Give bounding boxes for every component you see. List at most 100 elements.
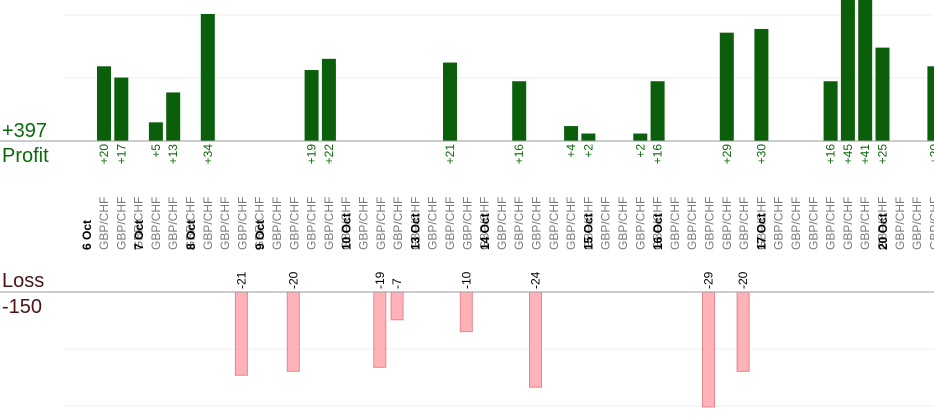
profit-bar bbox=[512, 81, 527, 141]
loss-value-label: -20 bbox=[286, 271, 300, 289]
profit-bar bbox=[858, 0, 873, 141]
date-tick-label: 6 Oct bbox=[80, 220, 94, 250]
date-tick-label: 20 Oct bbox=[876, 213, 890, 250]
profit-bar bbox=[840, 0, 855, 141]
profit-value-label: +41 bbox=[858, 144, 872, 165]
bar-labels: +20 +17 +5 +13 +34-21 -20+19 +22-19 -7+21-10+16… bbox=[97, 144, 934, 289]
profit-value-label: +16 bbox=[512, 144, 526, 165]
pair-tick-label: GBP/CHF bbox=[668, 197, 682, 250]
pair-tick-label: GBP/CHF bbox=[408, 197, 422, 250]
profit-bar bbox=[581, 133, 596, 141]
total-loss-value: -150 bbox=[2, 296, 42, 318]
bars bbox=[97, 0, 934, 408]
profit-value-label: +17 bbox=[114, 144, 128, 165]
pair-tick-label: GBP/CHF bbox=[841, 197, 855, 250]
pair-tick-label: GBP/CHF bbox=[824, 197, 838, 250]
loss-value-label: -21 bbox=[234, 271, 248, 289]
profit-bar bbox=[875, 47, 890, 141]
pair-tick-label: GBP/CHF bbox=[789, 197, 803, 250]
pair-tick-label: GBP/CHF bbox=[357, 197, 371, 250]
pair-tick-label: GBP/CHF bbox=[737, 197, 751, 250]
pair-tick-label: GBP/CHF bbox=[426, 197, 440, 250]
pair-tick-label: GBP/CHF bbox=[806, 197, 820, 250]
profit-label: Profit bbox=[2, 145, 49, 167]
pair-tick-label: GBP/CHF bbox=[478, 197, 492, 250]
profit-bar bbox=[200, 14, 215, 141]
pair-tick-label: GBP/CHF bbox=[581, 197, 595, 250]
profit-value-label: +21 bbox=[443, 144, 457, 165]
pair-tick-label: GBP/CHF bbox=[374, 197, 388, 250]
loss-bar bbox=[459, 291, 473, 333]
loss-bar bbox=[390, 291, 404, 321]
profit-value-label: +2 bbox=[633, 144, 647, 158]
profit-bar bbox=[564, 126, 579, 141]
pair-tick-label: GBP/CHF bbox=[893, 197, 907, 250]
loss-bar bbox=[373, 291, 387, 368]
loss-bar bbox=[736, 291, 750, 372]
pair-tick-label: GBP/CHF bbox=[287, 197, 301, 250]
date-tick-label: 10 Oct bbox=[340, 213, 354, 250]
pair-tick-label: GBP/CHF bbox=[235, 197, 249, 250]
pair-tick-label: GBP/CHF bbox=[184, 197, 198, 250]
pair-tick-label: GBP/CHF bbox=[114, 197, 128, 250]
pair-tick-label: GBP/CHF bbox=[149, 197, 163, 250]
date-tick-label: 13 Oct bbox=[409, 213, 423, 250]
pair-tick-label: GBP/CHF bbox=[495, 197, 509, 250]
total-profit-value: +397 bbox=[2, 120, 47, 142]
loss-label: Loss bbox=[2, 270, 44, 292]
pair-tick-label: GBP/CHF bbox=[391, 197, 405, 250]
profit-bar bbox=[304, 70, 319, 141]
date-tick-label: 8 Oct bbox=[184, 220, 198, 250]
profit-value-label: +13 bbox=[166, 144, 180, 165]
loss-value-label: -24 bbox=[529, 271, 543, 289]
pair-tick-label: GBP/CHF bbox=[685, 197, 699, 250]
loss-value-label: -20 bbox=[736, 271, 750, 289]
pair-tick-label: GBP/CHF bbox=[754, 197, 768, 250]
loss-bar bbox=[286, 291, 300, 372]
profit-value-label: +25 bbox=[876, 144, 890, 165]
pair-tick-label: GBP/CHF bbox=[910, 197, 924, 250]
profit-bar bbox=[719, 32, 734, 142]
profit-bar bbox=[650, 81, 665, 141]
pair-tick-label: GBP/CHF bbox=[772, 197, 786, 250]
profit-bar bbox=[927, 66, 934, 141]
profit-value-label: +20 bbox=[927, 144, 934, 165]
pair-tick-label: GBP/CHF bbox=[201, 197, 215, 250]
profit-bar bbox=[443, 62, 457, 141]
loss-value-label: -7 bbox=[390, 278, 404, 289]
date-tick-label: 17 Oct bbox=[755, 213, 769, 250]
profit-value-label: +16 bbox=[824, 144, 838, 165]
profit-bar bbox=[823, 81, 838, 141]
pair-tick-label: GBP/CHF bbox=[876, 197, 890, 250]
profit-value-label: +19 bbox=[305, 144, 319, 165]
profit-value-label: +2 bbox=[581, 144, 595, 158]
profit-value-label: +16 bbox=[651, 144, 665, 165]
pair-tick-label: GBP/CHF bbox=[460, 197, 474, 250]
pair-tick-label: GBP/CHF bbox=[97, 197, 111, 250]
profit-value-label: +22 bbox=[322, 144, 336, 165]
profit-bar bbox=[321, 58, 336, 141]
pair-tick-label: GBP/CHF bbox=[339, 197, 353, 250]
profit-bar bbox=[633, 133, 648, 141]
pair-tick-label: GBP/CHF bbox=[633, 197, 647, 250]
x-axis-labels: GBP/CHF GBP/CHF GBP/CHF GBP/CHF GBP/CHF GBP/C… bbox=[80, 197, 934, 250]
pair-tick-label: GBP/CHF bbox=[218, 197, 232, 250]
pair-tick-label: GBP/CHF bbox=[547, 197, 561, 250]
pair-tick-label: GBP/CHF bbox=[720, 197, 734, 250]
date-tick-label: 14 Oct bbox=[478, 213, 492, 250]
pair-tick-label: GBP/CHF bbox=[530, 197, 544, 250]
loss-value-label: -10 bbox=[459, 271, 473, 289]
date-tick-label: 7 Oct bbox=[132, 220, 146, 250]
pair-tick-label: GBP/CHF bbox=[132, 197, 146, 250]
loss-bar bbox=[702, 291, 715, 408]
profit-value-label: +45 bbox=[841, 144, 855, 165]
pair-tick-label: GBP/CHF bbox=[322, 197, 336, 250]
loss-value-label: -29 bbox=[702, 271, 716, 289]
pair-tick-label: GBP/CHF bbox=[512, 197, 526, 250]
date-tick-label: 15 Oct bbox=[582, 213, 596, 250]
pair-tick-label: GBP/CHF bbox=[927, 197, 934, 250]
date-tick-label: 9 Oct bbox=[253, 220, 267, 250]
profit-bar bbox=[148, 122, 163, 141]
profit-bar bbox=[97, 66, 111, 141]
